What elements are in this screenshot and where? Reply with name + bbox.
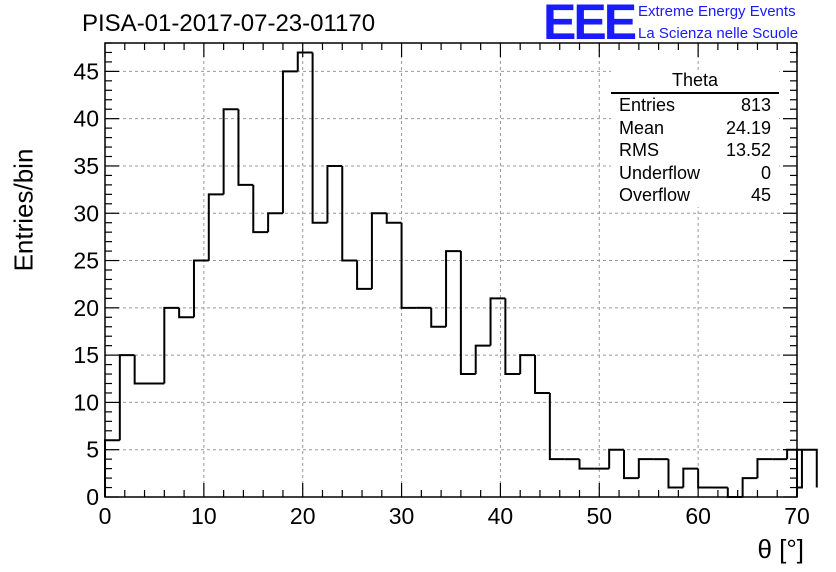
x-tick-label: 30 <box>389 503 415 529</box>
x-tick-label: 50 <box>586 503 612 529</box>
stats-label: Underflow <box>619 162 701 183</box>
histogram-bin <box>459 251 476 376</box>
histogram-bin <box>667 459 684 489</box>
histogram-bin <box>430 307 447 328</box>
histogram-bin <box>385 213 402 224</box>
stats-label: Entries <box>619 95 676 115</box>
histogram-bin <box>192 259 209 318</box>
logo-mark: EEE <box>543 0 637 50</box>
histogram-bin <box>489 297 506 346</box>
histogram-bin <box>178 307 194 319</box>
grid-lines <box>105 43 797 497</box>
histogram-bin <box>133 355 150 385</box>
histogram-bin <box>445 250 461 327</box>
histogram-bin <box>726 487 743 498</box>
y-tick-label: 35 <box>73 153 99 179</box>
stats-title: Theta <box>611 70 779 94</box>
chart-title: PISA-01-2017-07-23-01170 <box>82 10 376 37</box>
stats-value: 24.19 <box>725 117 771 138</box>
histogram-bin <box>608 448 624 469</box>
axis-ticks <box>104 42 798 498</box>
histogram-bin <box>682 467 699 488</box>
histogram-bin <box>252 184 269 234</box>
y-tick-label: 10 <box>73 389 99 415</box>
stats-box: Theta Entries 813 Mean 24.19 RMS 13.52 U… <box>611 70 779 207</box>
y-tick-label: 30 <box>73 200 99 226</box>
y-axis-label: Entries/bin <box>8 148 39 272</box>
y-tick-label: 40 <box>73 106 99 132</box>
histogram-bin <box>163 306 180 384</box>
histogram-bin <box>222 108 239 195</box>
histogram-bin <box>519 354 536 375</box>
x-tick-label: 10 <box>191 503 217 529</box>
histogram-bin <box>474 344 491 375</box>
histogram-bin <box>504 298 521 376</box>
histogram-bin <box>118 354 135 441</box>
x-axis-label: θ [°] <box>757 534 804 564</box>
histogram-bin <box>578 459 595 470</box>
histogram-bin <box>281 70 298 214</box>
histogram-bin <box>400 222 417 309</box>
stats-label: Mean <box>619 117 665 138</box>
x-tick-label: 70 <box>784 503 810 529</box>
histogram-bin <box>534 355 550 394</box>
histogram-bin <box>623 449 639 480</box>
logo-line-1: Extreme Energy Events <box>638 3 796 20</box>
histogram-bin <box>756 458 773 479</box>
y-tick-label: 0 <box>86 484 99 510</box>
stats-row-rms: RMS 13.52 <box>611 139 779 162</box>
y-tick-label: 5 <box>86 437 99 463</box>
stats-row-underflow: Underflow 0 <box>611 162 779 185</box>
stats-row-entries: Entries 813 <box>611 94 779 117</box>
y-tick-label: 25 <box>73 248 99 274</box>
y-axis-label-box: Entries/bin <box>4 110 44 310</box>
histogram-bin <box>786 448 797 460</box>
stats-value: 13.52 <box>725 140 771 160</box>
histogram-bin <box>237 109 254 186</box>
stats-row-mean: Mean 24.19 <box>611 117 779 140</box>
y-tick-label: 20 <box>73 295 99 321</box>
stats-value: 0 <box>760 162 771 183</box>
stats-row-overflow: Overflow 45 <box>611 184 779 207</box>
histogram-bin <box>326 164 343 223</box>
x-tick-label: 40 <box>488 503 514 529</box>
histogram-bin <box>797 449 803 489</box>
histogram-bin <box>207 193 224 261</box>
histogram-bin <box>311 52 328 224</box>
x-tick-label: 0 <box>99 503 112 529</box>
stats-label: Overflow <box>619 185 691 205</box>
histogram-bins <box>104 51 818 498</box>
tick-labels: 0 10 20 30 40 50 60 70 0 5 10 15 20 25 30 35 40 45 <box>73 58 809 529</box>
histogram-bin <box>548 392 565 461</box>
x-tick-label: 60 <box>685 503 711 529</box>
y-tick-label: 45 <box>73 58 99 84</box>
x-tick-label: 20 <box>290 503 316 529</box>
histogram-bin <box>296 51 313 72</box>
histogram-bin <box>741 477 758 497</box>
logo-line-2: La Scienza nelle Scuole <box>638 25 799 42</box>
stats-label: RMS <box>619 140 659 160</box>
histogram-bin <box>637 458 654 479</box>
stats-value: 45 <box>750 185 771 205</box>
histogram-bin <box>341 165 358 262</box>
histogram-bin <box>370 212 387 289</box>
histogram-bin <box>267 212 283 233</box>
stats-value: 813 <box>740 95 771 115</box>
histogram-bin <box>697 468 713 489</box>
y-tick-label: 15 <box>73 342 99 368</box>
histogram-bin <box>797 448 818 488</box>
histogram-bin <box>356 260 372 290</box>
